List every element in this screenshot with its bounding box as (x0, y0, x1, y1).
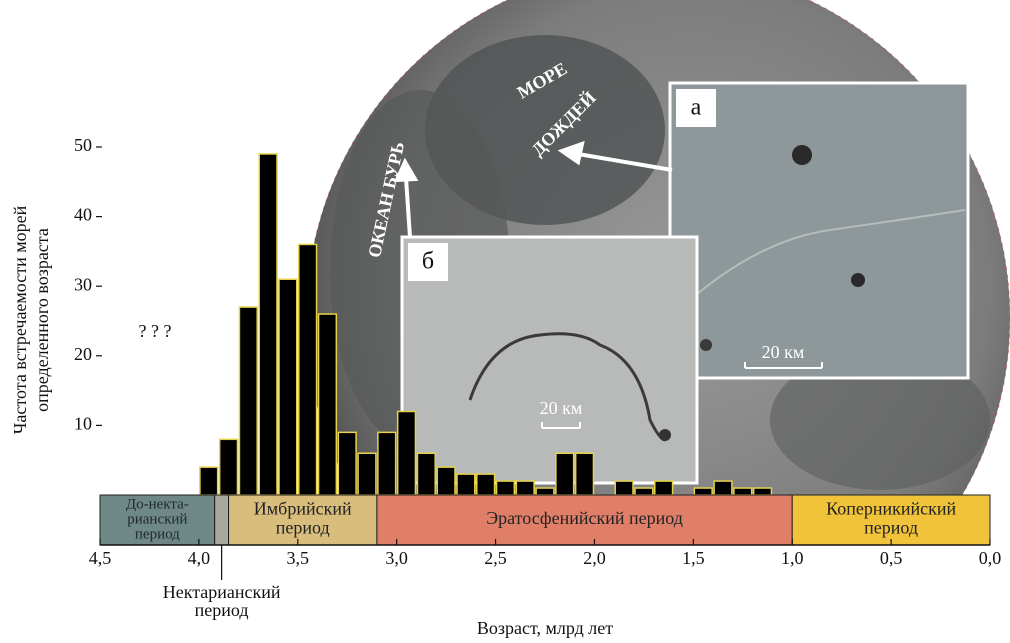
bar (614, 480, 634, 496)
bar (634, 487, 654, 496)
period-label: период (135, 526, 180, 542)
bar (199, 466, 219, 496)
bar (733, 487, 753, 496)
inset-letter: б (422, 249, 434, 275)
period-band (214, 494, 230, 546)
y-tick-label: 10 (74, 414, 92, 434)
period-label: Имбрийский (254, 499, 352, 519)
x-tick-label: 1,0 (781, 548, 804, 568)
bar (456, 473, 476, 496)
x-axis-label: Возраст, млрд лет (477, 618, 613, 638)
period-label: период (864, 518, 918, 538)
bar (535, 487, 555, 496)
x-tick-label: 0,5 (880, 548, 903, 568)
arrows (393, 140, 673, 238)
period-label: период (276, 518, 330, 538)
bar (693, 487, 713, 496)
bar (238, 306, 258, 496)
bar (436, 466, 456, 496)
y-axis-label: Частота встречаемости морей (10, 205, 30, 434)
period-label: Эратосфенийский период (486, 508, 683, 528)
bar (416, 452, 436, 496)
x-tick-label: 4,5 (89, 548, 112, 568)
bar (515, 480, 535, 496)
x-tick-label: 3,5 (287, 548, 310, 568)
x-tick-label: 2,5 (484, 548, 507, 568)
scale-label: 20 км (540, 398, 583, 418)
period-band (791, 494, 991, 546)
bar (476, 473, 496, 496)
bar (298, 243, 318, 496)
period-label: Нектарианский (163, 582, 281, 602)
period-band (228, 494, 378, 546)
x-tick-label: 2,0 (583, 548, 606, 568)
x-tick-label: 0,0 (979, 548, 1002, 568)
unknown-label: ? ? ? (139, 321, 172, 341)
bar (377, 431, 397, 496)
period-band (376, 494, 793, 546)
bar (555, 452, 575, 496)
y-axis-label: определенного возраста (32, 228, 52, 412)
x-tick-label: 4,0 (188, 548, 211, 568)
x-tick-label: 3,0 (385, 548, 408, 568)
bar (357, 452, 377, 496)
y-tick-label: 50 (74, 135, 92, 155)
scale-label: 20 км (762, 342, 805, 362)
x-tick-label: 1,5 (682, 548, 705, 568)
period-label: рианский (127, 511, 187, 527)
bar (278, 278, 298, 496)
inset-letter: а (691, 95, 702, 121)
period-label: Коперникийский (826, 499, 956, 519)
bar (713, 480, 733, 496)
bar (752, 487, 773, 496)
bar (218, 438, 239, 496)
bar (396, 410, 417, 496)
y-tick-label: 20 (74, 344, 92, 364)
bar (337, 431, 357, 496)
y-tick-label: 30 (74, 274, 92, 294)
y-tick-label: 40 (74, 205, 92, 225)
period-label: период (195, 600, 249, 620)
inset-b (400, 235, 699, 485)
period-label: До-некта- (126, 496, 189, 512)
inset-a (668, 81, 970, 380)
bar (574, 452, 595, 496)
bar (317, 313, 338, 496)
bar (258, 153, 278, 496)
bar (495, 480, 516, 496)
bar (654, 480, 674, 496)
